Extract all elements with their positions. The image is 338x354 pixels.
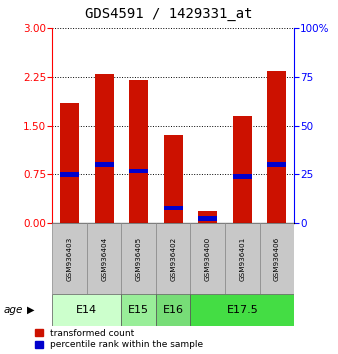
Bar	[164, 206, 183, 210]
Text: age: age	[3, 305, 23, 315]
Text: GSM936404: GSM936404	[101, 236, 107, 280]
Text: GSM936400: GSM936400	[205, 236, 211, 280]
Bar	[198, 216, 217, 221]
Bar	[52, 294, 121, 326]
Bar	[164, 135, 183, 223]
Text: GSM936406: GSM936406	[274, 236, 280, 280]
Bar	[233, 116, 252, 223]
Text: GSM936403: GSM936403	[67, 236, 73, 280]
Bar	[260, 223, 294, 294]
Text: ▶: ▶	[27, 305, 34, 315]
Bar	[156, 294, 191, 326]
Bar	[191, 223, 225, 294]
Text: GSM936405: GSM936405	[136, 236, 142, 280]
Legend: transformed count, percentile rank within the sample: transformed count, percentile rank withi…	[35, 329, 203, 349]
Text: E16: E16	[163, 305, 184, 315]
Bar	[225, 223, 260, 294]
Bar	[129, 80, 148, 223]
Bar	[60, 103, 79, 223]
Text: E17.5: E17.5	[226, 305, 258, 315]
Bar	[60, 172, 79, 177]
Text: GSM936401: GSM936401	[239, 236, 245, 280]
Text: E14: E14	[76, 305, 97, 315]
Bar	[156, 223, 191, 294]
Bar	[95, 162, 114, 167]
Bar	[267, 70, 286, 223]
Bar	[191, 294, 294, 326]
Text: E15: E15	[128, 305, 149, 315]
Text: GSM936402: GSM936402	[170, 236, 176, 280]
Bar	[95, 74, 114, 223]
Bar	[87, 223, 121, 294]
Text: GDS4591 / 1429331_at: GDS4591 / 1429331_at	[85, 7, 253, 21]
Bar	[121, 223, 156, 294]
Bar	[121, 294, 156, 326]
Bar	[198, 211, 217, 223]
Bar	[129, 169, 148, 173]
Bar	[52, 223, 87, 294]
Bar	[233, 174, 252, 178]
Bar	[267, 162, 286, 167]
